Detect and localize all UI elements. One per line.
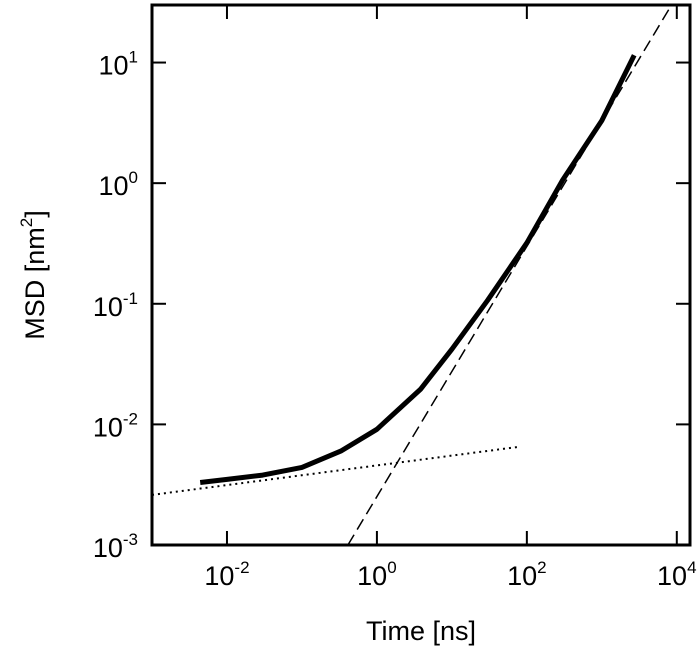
x-tick-base: 10 xyxy=(204,561,234,591)
x-tick-base: 10 xyxy=(657,561,687,591)
y-tick-exponent: -2 xyxy=(123,409,138,428)
y-tick-base: 10 xyxy=(98,51,128,81)
x-tick-exponent: 4 xyxy=(687,558,696,577)
y-axis-label-superscript: 2 xyxy=(17,218,36,227)
y-tick-label: 10-1 xyxy=(93,289,138,322)
y-tick-base: 10 xyxy=(93,292,123,322)
y-tick-label: 10-3 xyxy=(93,530,138,563)
y-tick-exponent: 0 xyxy=(129,168,138,187)
y-axis-label-suffix: ] xyxy=(20,210,50,218)
y-tick-exponent: 1 xyxy=(129,48,138,67)
y-tick-exponent: -3 xyxy=(123,530,138,549)
y-tick-exponent: -1 xyxy=(123,289,138,308)
y-tick-label: 101 xyxy=(98,48,138,81)
y-tick-base: 10 xyxy=(93,412,123,442)
x-axis-label: Time [ns] xyxy=(366,616,476,646)
y-tick-label: 10-2 xyxy=(93,409,138,442)
y-tick-base: 10 xyxy=(98,171,128,201)
y-tick-base: 10 xyxy=(93,533,123,563)
y-axis-label: MSD [nm2] xyxy=(17,210,50,340)
x-tick-base: 10 xyxy=(507,561,537,591)
series-line xyxy=(199,54,637,485)
x-tick-exponent: 0 xyxy=(387,558,396,577)
series-line xyxy=(347,5,673,545)
x-tick-label: 100 xyxy=(357,558,397,591)
x-tick-base: 10 xyxy=(357,561,387,591)
x-tick-label: 104 xyxy=(657,558,697,591)
series-line xyxy=(152,446,518,496)
x-tick-exponent: -2 xyxy=(234,558,249,577)
plot-frame xyxy=(150,3,692,547)
x-tick-label: 102 xyxy=(507,558,547,591)
y-axis-label-text: MSD [nm xyxy=(20,227,50,340)
x-tick-label: 10-2 xyxy=(204,558,249,591)
x-tick-exponent: 2 xyxy=(537,558,546,577)
y-tick-label: 100 xyxy=(98,168,138,201)
